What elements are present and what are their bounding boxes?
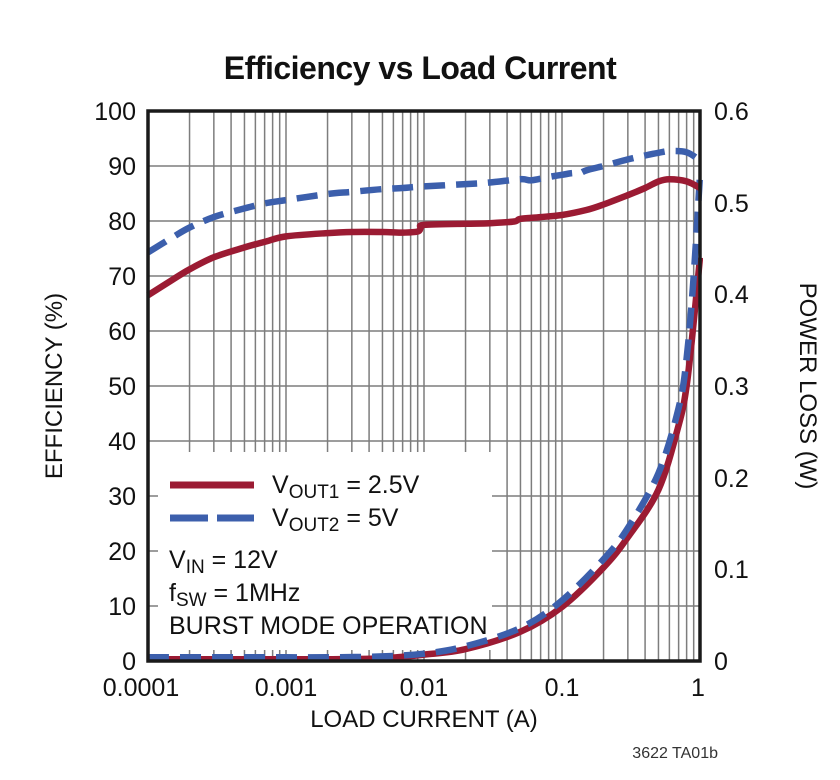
- curve-power-loss-vout1-2-5v: [147, 257, 703, 663]
- left-tick: 20: [108, 538, 136, 566]
- left-tick: 30: [108, 483, 136, 511]
- left-tick: 90: [108, 153, 136, 181]
- right-tick: 0.4: [714, 281, 749, 309]
- right-tick: 0.5: [714, 190, 749, 218]
- x-tick: 0.001: [255, 674, 318, 702]
- plot-frame: [146, 109, 702, 663]
- left-tick: 50: [108, 373, 136, 401]
- legend: VOUT1 = 2.5V VOUT2 = 5V: [272, 471, 420, 536]
- left-tick: 10: [108, 593, 136, 621]
- annotation-vin: VIN = 12V: [169, 546, 278, 578]
- annotation-burst-mode: BURST MODE OPERATION: [169, 612, 488, 640]
- x-tick: 0.0001: [103, 674, 179, 702]
- left-axis-ticks: 100 90 80 70 60 50 40 30 20 10 0: [94, 98, 136, 676]
- left-tick: 60: [108, 318, 136, 346]
- chart-title: Efficiency vs Load Current: [224, 50, 617, 86]
- left-tick: 100: [94, 98, 136, 126]
- curves: [146, 147, 703, 663]
- right-tick: 0: [714, 648, 728, 676]
- right-tick: 0.6: [714, 98, 749, 126]
- left-tick: 40: [108, 428, 136, 456]
- right-axis-label: POWER LOSS (W): [794, 283, 821, 490]
- left-tick: 80: [108, 208, 136, 236]
- curve-efficiency-vout2-5v: [146, 147, 702, 256]
- curve-efficiency-vout1-2-5v: [146, 175, 702, 299]
- x-axis-ticks: 0.0001 0.001 0.01 0.1 1: [103, 674, 705, 702]
- right-tick: 0.3: [714, 373, 749, 401]
- conditions: VIN = 12V fSW = 1MHz BURST MODE OPERATIO…: [169, 546, 488, 640]
- right-tick: 0.2: [714, 465, 749, 493]
- legend-label-vout1: VOUT1 = 2.5V: [272, 471, 420, 503]
- right-tick: 0.1: [714, 556, 749, 584]
- left-tick: 70: [108, 263, 136, 291]
- x-tick: 0.1: [545, 674, 580, 702]
- figure-reference: 3622 TA01b: [632, 745, 718, 762]
- left-tick: 0: [122, 648, 136, 676]
- right-axis-ticks: 0.6 0.5 0.4 0.3 0.2 0.1 0: [714, 98, 749, 676]
- x-tick: 1: [691, 674, 705, 702]
- x-axis-label: LOAD CURRENT (A): [310, 706, 538, 733]
- x-tick: 0.01: [400, 674, 449, 702]
- legend-label-vout2: VOUT2 = 5V: [272, 504, 399, 536]
- annotation-fsw: fSW = 1MHz: [169, 579, 300, 611]
- left-axis-label: EFFICIENCY (%): [41, 293, 68, 479]
